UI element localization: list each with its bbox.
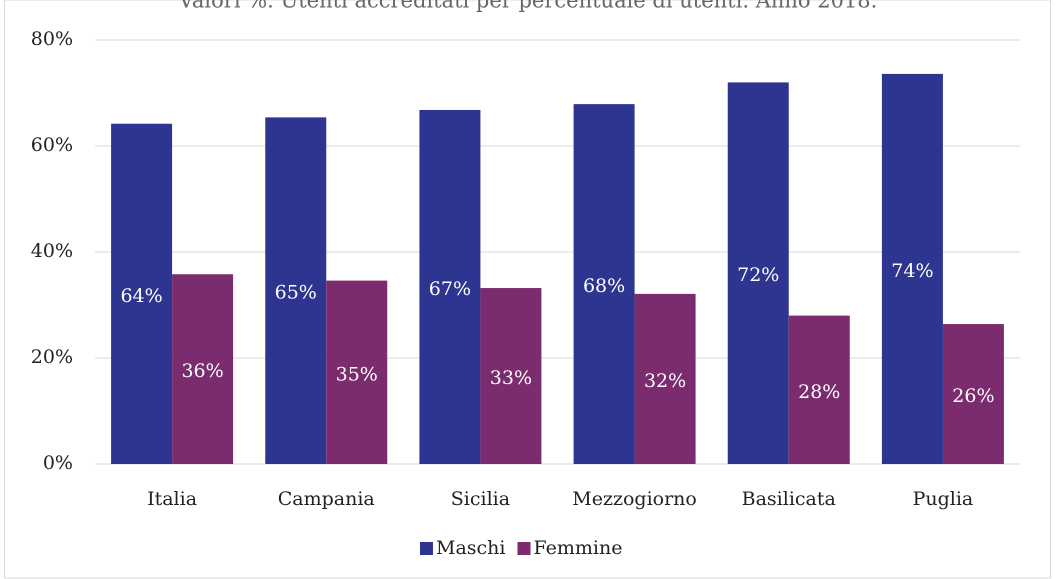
x-tick-label: Italia	[147, 488, 197, 510]
data-label: 64%	[120, 285, 162, 307]
legend-label: Femmine	[534, 537, 623, 559]
data-label: 68%	[583, 275, 625, 297]
bar	[573, 104, 635, 464]
y-tick-label: 0%	[43, 452, 73, 474]
legend-swatch	[517, 542, 531, 555]
legend-swatch	[420, 542, 433, 555]
bar	[111, 123, 173, 465]
y-tick-label: 40%	[31, 240, 73, 262]
x-tick-label: Mezzogiorno	[572, 488, 697, 510]
data-label: 33%	[490, 367, 532, 389]
chart-border	[4, 0, 1051, 579]
data-label: 26%	[952, 385, 994, 407]
data-label: 72%	[737, 264, 779, 286]
data-label: 36%	[181, 360, 223, 382]
bar	[727, 82, 789, 465]
data-label: 67%	[429, 278, 471, 300]
y-tick-label: 60%	[31, 134, 73, 156]
data-label: 32%	[644, 370, 686, 392]
bar	[419, 109, 481, 465]
data-label: 65%	[275, 282, 317, 304]
legend-label: Maschi	[436, 537, 506, 559]
bar	[788, 315, 850, 464]
bar	[172, 274, 234, 464]
x-tick-label: Sicilia	[451, 488, 510, 510]
y-tick-label: 20%	[31, 346, 73, 368]
x-tick-label: Puglia	[913, 488, 974, 510]
x-tick-label: Basilicata	[742, 488, 836, 510]
data-label: 28%	[798, 381, 840, 403]
bar	[480, 288, 542, 464]
data-label: 74%	[891, 260, 933, 282]
x-tick-label: Campania	[278, 488, 375, 510]
bar	[881, 73, 943, 465]
bar	[326, 280, 388, 464]
y-tick-label: 80%	[31, 28, 73, 50]
bar	[265, 117, 327, 464]
chart-title: Valori %. Utenti accreditati per percent…	[178, 0, 878, 13]
data-label: 35%	[336, 363, 378, 385]
bar	[942, 324, 1004, 464]
bar	[634, 293, 696, 464]
